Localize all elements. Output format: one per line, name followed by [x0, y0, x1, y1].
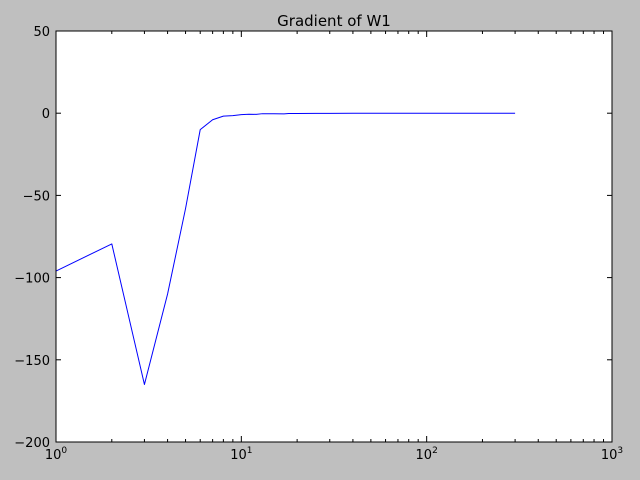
chart-title: Gradient of W1 [277, 12, 391, 30]
y-tick-label: −200 [14, 436, 50, 451]
y-tick-label: −50 [23, 189, 50, 204]
y-tick-label: −100 [14, 272, 50, 287]
series-line [55, 112, 516, 385]
y-tick-label: 0 [42, 107, 50, 122]
y-tick-label: −150 [14, 354, 50, 369]
x-tick-label: 100 [45, 446, 68, 463]
x-tick-label: 103 [601, 446, 623, 463]
x-tick-label: 102 [416, 446, 438, 463]
x-tick-label: 101 [230, 446, 252, 463]
series-layer [55, 112, 516, 385]
plot-frame [55, 30, 613, 443]
y-tick-label: 50 [33, 25, 50, 40]
plot-area [56, 31, 612, 442]
